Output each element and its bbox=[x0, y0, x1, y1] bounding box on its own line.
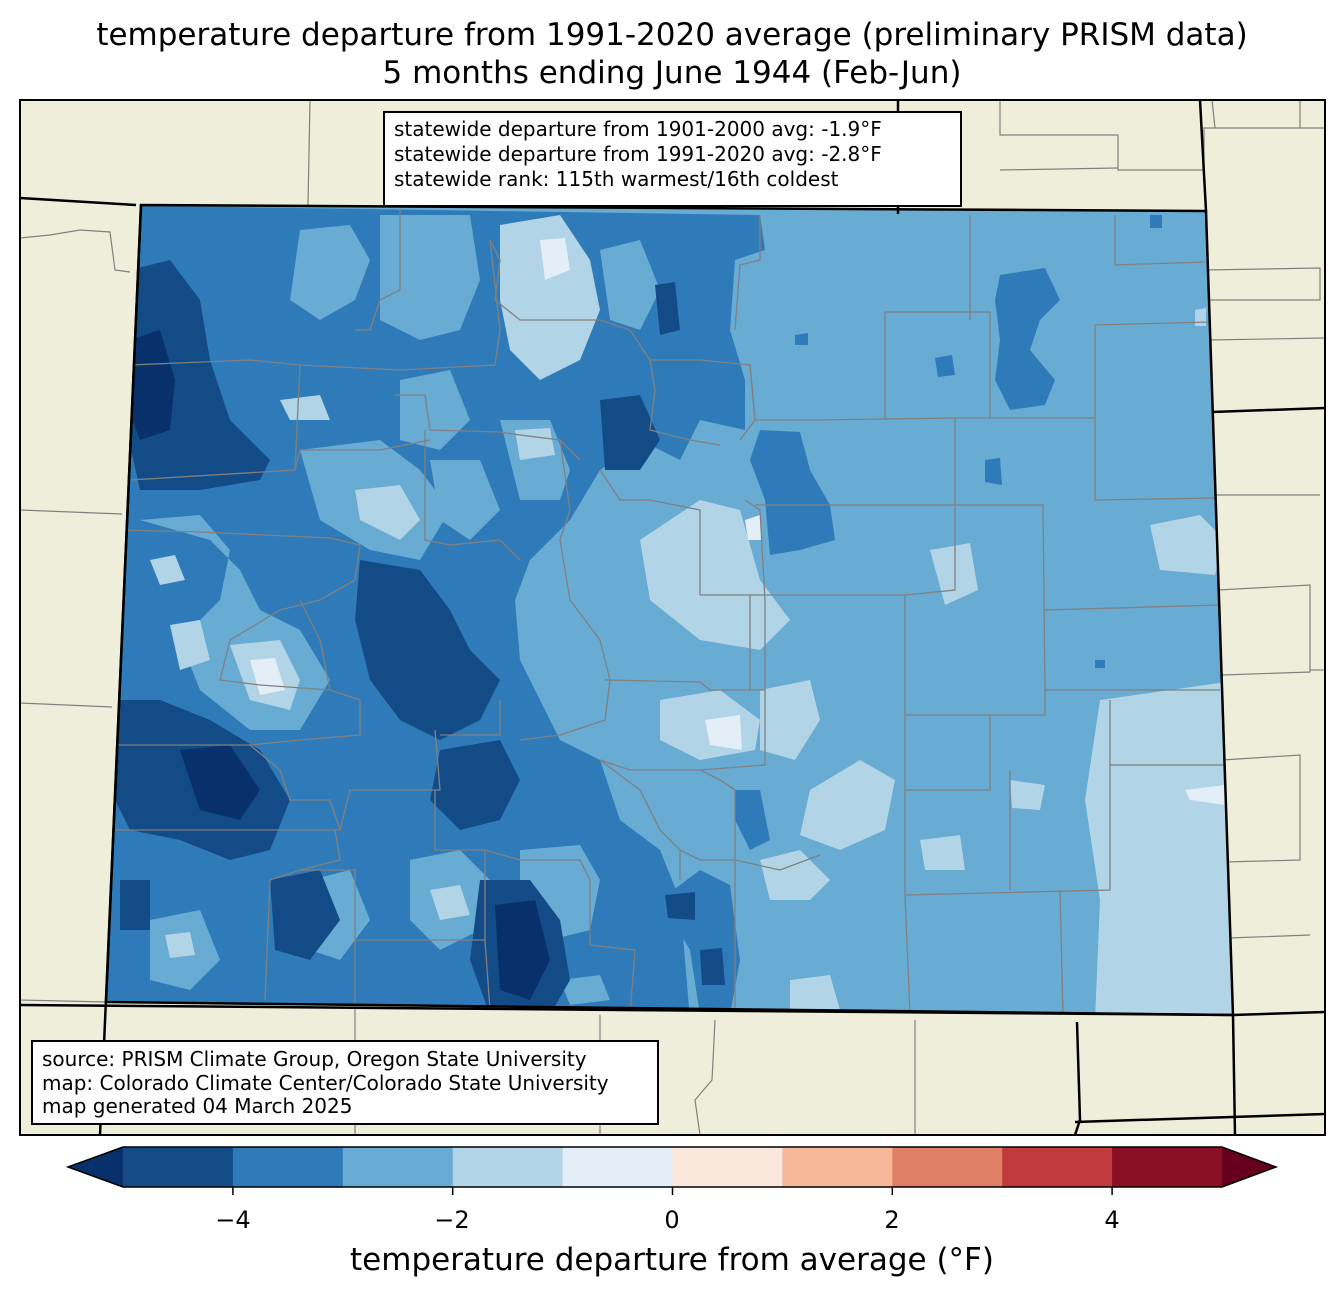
temperature-departure-field bbox=[106, 205, 1233, 1015]
statewide-stats-box: statewide departure from 1901-2000 avg: … bbox=[383, 111, 962, 207]
colorbar-tick-label: −2 bbox=[434, 1206, 470, 1234]
stats-departure-1901-2000: statewide departure from 1901-2000 avg: … bbox=[394, 117, 882, 141]
credit-generated: map generated 04 March 2025 bbox=[42, 1094, 353, 1118]
colorbar-tick-label: 2 bbox=[884, 1206, 900, 1234]
colorbar-bin bbox=[123, 1147, 234, 1187]
colorbar-bin bbox=[892, 1147, 1003, 1187]
stats-departure-1991-2020: statewide departure from 1991-2020 avg: … bbox=[394, 142, 882, 166]
colorbar-bin bbox=[232, 1147, 344, 1187]
neighbor-county-lines bbox=[19, 99, 1326, 1136]
colorbar-bin bbox=[1002, 1147, 1113, 1187]
colorbar-outline bbox=[65, 1146, 1279, 1188]
stats-rank: statewide rank: 115th warmest/16th colde… bbox=[394, 167, 839, 191]
map-title-line2: 5 months ending June 1944 (Feb-Jun) bbox=[382, 55, 962, 91]
colorbar-bin bbox=[342, 1147, 454, 1187]
credit-source: source: PRISM Climate Group, Oregon Stat… bbox=[42, 1047, 587, 1071]
map-frame bbox=[19, 99, 1326, 1136]
colorbar-bin bbox=[452, 1147, 564, 1187]
colorbar-tick-label: −4 bbox=[215, 1206, 251, 1234]
colorbar bbox=[65, 1146, 1279, 1195]
colorbar-bin bbox=[1112, 1147, 1223, 1187]
colorbar-bin bbox=[562, 1147, 673, 1187]
colorbar-bin bbox=[672, 1147, 783, 1187]
colorbar-extend-high bbox=[1222, 1147, 1276, 1187]
colorbar-bin bbox=[782, 1147, 893, 1187]
colorbar-tick-label: 4 bbox=[1104, 1206, 1120, 1234]
colorbar-label: temperature departure from average (°F) bbox=[350, 1242, 994, 1278]
credits-box: source: PRISM Climate Group, Oregon Stat… bbox=[31, 1040, 659, 1125]
credit-map: map: Colorado Climate Center/Colorado St… bbox=[42, 1070, 609, 1095]
county-lines bbox=[112, 210, 1225, 1015]
colorbar-tick-label: 0 bbox=[664, 1206, 680, 1234]
map-title-line1: temperature departure from 1991-2020 ave… bbox=[96, 17, 1248, 53]
colorbar-extend-low bbox=[68, 1147, 123, 1187]
